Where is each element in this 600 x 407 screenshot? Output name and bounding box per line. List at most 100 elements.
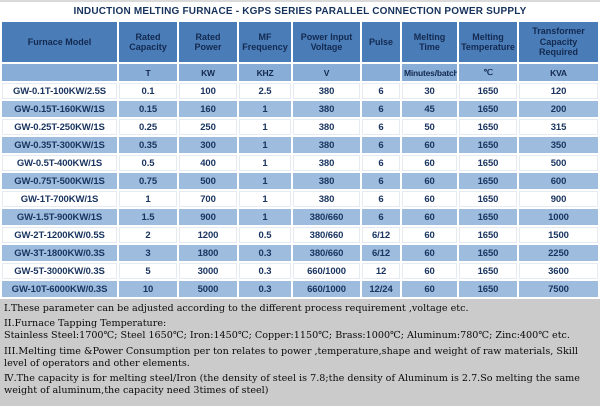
value-cell: 7500 — [517, 281, 600, 299]
value-cell: 6 — [360, 83, 400, 101]
page-title: INDUCTION MELTING FURNACE - KGPS SERIES … — [73, 6, 527, 17]
furnace-model-cell: GW-1.5T-900KW/1S — [0, 209, 117, 227]
column-unit — [360, 64, 400, 83]
column-header: Furnace Model — [0, 22, 117, 64]
column-header: Rated Power — [177, 22, 237, 64]
table-row: GW-0.15T-160KW/1S 0.15 160 1 380 6 45 1650 200 — [0, 101, 600, 119]
note-text: II.Furnace Tapping Temperature: — [4, 318, 167, 330]
value-cell: 6 — [360, 209, 400, 227]
value-cell: 1 — [117, 191, 177, 209]
column-unit: V — [291, 64, 360, 83]
column-unit: KHZ — [237, 64, 291, 83]
header-row: Furnace Model Rated Capacity Rated Power MF… — [0, 22, 600, 64]
value-cell: 380/660 — [291, 245, 360, 263]
value-cell: 1.5 — [117, 209, 177, 227]
value-cell: 60 — [400, 191, 457, 209]
value-cell: 380 — [291, 119, 360, 137]
furnace-model-cell: GW-10T-6000KW/0.3S — [0, 281, 117, 299]
table-row: GW-2T-1200KW/0.5S 2 1200 0.5 380/660 6/12 60 16… — [0, 227, 600, 245]
value-cell: 3600 — [517, 263, 600, 281]
value-cell: 6 — [360, 191, 400, 209]
value-cell: 0.3 — [237, 281, 291, 299]
value-cell: 10 — [117, 281, 177, 299]
value-cell: 660/1000 — [291, 281, 360, 299]
value-cell: 12 — [360, 263, 400, 281]
value-cell: 1650 — [457, 119, 517, 137]
value-cell: 1 — [237, 119, 291, 137]
value-cell: 1650 — [457, 83, 517, 101]
value-cell: 1650 — [457, 155, 517, 173]
value-cell: 1650 — [457, 101, 517, 119]
value-cell: 0.35 — [117, 137, 177, 155]
table-row: GW-0.5T-400KW/1S 0.5 400 1 380 6 60 1650 500 — [0, 155, 600, 173]
note-item: III.Melting time &Power Consumption per … — [4, 346, 594, 370]
value-cell: 5000 — [177, 281, 237, 299]
value-cell: 1650 — [457, 245, 517, 263]
column-unit: ℃ — [457, 64, 517, 83]
value-cell: 0.25 — [117, 119, 177, 137]
value-cell: 6 — [360, 173, 400, 191]
value-cell: 380 — [291, 83, 360, 101]
note-text: I.These parameter can be adjusted accord… — [4, 303, 469, 314]
value-cell: 380 — [291, 137, 360, 155]
value-cell: 1650 — [457, 263, 517, 281]
value-cell: 50 — [400, 119, 457, 137]
table-row: GW-1T-700KW/1S 1 700 1 380 6 60 1650 900 — [0, 191, 600, 209]
value-cell: 1650 — [457, 281, 517, 299]
column-header: Melting Temperature — [457, 22, 517, 64]
value-cell: 60 — [400, 263, 457, 281]
value-cell: 250 — [177, 119, 237, 137]
furnace-model-cell: GW-0.1T-100KW/2.5S — [0, 83, 117, 101]
value-cell: 380 — [291, 101, 360, 119]
furnace-model-cell: GW-0.5T-400KW/1S — [0, 155, 117, 173]
value-cell: 400 — [177, 155, 237, 173]
value-cell: 6 — [360, 119, 400, 137]
value-cell: 200 — [517, 101, 600, 119]
column-header: Melting Time — [400, 22, 457, 64]
value-cell: 160 — [177, 101, 237, 119]
note-item: II.Furnace Tapping Temperature: Stainless… — [4, 318, 594, 342]
value-cell: 1000 — [517, 209, 600, 227]
value-cell: 900 — [177, 209, 237, 227]
value-cell: 3000 — [177, 263, 237, 281]
value-cell: 500 — [177, 173, 237, 191]
furnace-model-cell: GW-1T-700KW/1S — [0, 191, 117, 209]
value-cell: 1650 — [457, 173, 517, 191]
value-cell: 2.5 — [237, 83, 291, 101]
table-row: GW-5T-3000KW/0.3S 5 3000 0.3 660/1000 12 60 165… — [0, 263, 600, 281]
value-cell: 60 — [400, 209, 457, 227]
value-cell: 45 — [400, 101, 457, 119]
column-unit: KW — [177, 64, 237, 83]
notes-section: I.These parameter can be adjusted accord… — [0, 299, 600, 406]
value-cell: 1650 — [457, 209, 517, 227]
value-cell: 5 — [117, 263, 177, 281]
value-cell: 1 — [237, 155, 291, 173]
value-cell: 380/660 — [291, 227, 360, 245]
value-cell: 60 — [400, 137, 457, 155]
column-header: Transformer Capacity Required — [517, 22, 600, 64]
value-cell: 380/660 — [291, 209, 360, 227]
furnace-model-cell: GW-3T-1800KW/0.3S — [0, 245, 117, 263]
value-cell: 315 — [517, 119, 600, 137]
value-cell: 2 — [117, 227, 177, 245]
column-header: MF Frequency — [237, 22, 291, 64]
table-row: GW-0.1T-100KW/2.5S 0.1 100 2.5 380 6 30 1650 120 — [0, 83, 600, 101]
furnace-model-cell: GW-0.25T-250KW/1S — [0, 119, 117, 137]
value-cell: 6 — [360, 155, 400, 173]
furnace-model-cell: GW-2T-1200KW/0.5S — [0, 227, 117, 245]
furnace-model-cell: GW-0.75T-500KW/1S — [0, 173, 117, 191]
value-cell: 1650 — [457, 137, 517, 155]
table-row: GW-0.35T-300KW/1S 0.35 300 1 380 6 60 1650 350 — [0, 137, 600, 155]
value-cell: 380 — [291, 191, 360, 209]
furnace-model-cell: GW-5T-3000KW/0.3S — [0, 263, 117, 281]
note-text: III.Melting time &Power Consumption per … — [4, 345, 578, 369]
table-row: GW-0.25T-250KW/1S 0.25 250 1 380 6 50 1650 315 — [0, 119, 600, 137]
value-cell: 1500 — [517, 227, 600, 245]
column-unit — [0, 64, 117, 83]
value-cell: 1200 — [177, 227, 237, 245]
value-cell: 60 — [400, 173, 457, 191]
value-cell: 900 — [517, 191, 600, 209]
value-cell: 0.5 — [237, 227, 291, 245]
value-cell: 660/1000 — [291, 263, 360, 281]
value-cell: 0.75 — [117, 173, 177, 191]
